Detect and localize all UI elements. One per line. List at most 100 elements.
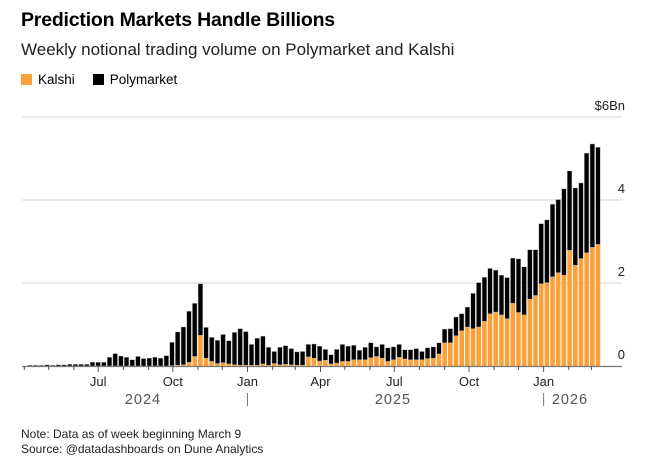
- bar-kalshi: [504, 318, 510, 366]
- y-tick-label: 4: [618, 181, 625, 196]
- bar-polymarket: [169, 342, 175, 366]
- bar-polymarket: [584, 152, 590, 253]
- bar-polymarket: [550, 203, 556, 277]
- bar-polymarket: [55, 364, 61, 367]
- bar-polymarket: [61, 364, 67, 367]
- bar-kalshi: [306, 356, 311, 366]
- bar-kalshi: [516, 312, 521, 366]
- bar-kalshi: [567, 250, 572, 366]
- bar-kalshi: [521, 314, 527, 366]
- bar-polymarket: [419, 351, 425, 360]
- bar-kalshi: [550, 276, 555, 366]
- bar-polymarket: [362, 347, 368, 360]
- bar-kalshi: [357, 359, 362, 366]
- bar-polymarket: [572, 187, 578, 266]
- bar-kalshi: [402, 358, 408, 366]
- bar-polymarket: [442, 328, 448, 343]
- y-tick-label: 0: [618, 347, 625, 362]
- bar-polymarket: [413, 348, 419, 360]
- bar-kalshi: [266, 365, 271, 366]
- y-tick-label: $6Bn: [595, 98, 625, 113]
- bar-kalshi: [408, 359, 413, 366]
- bar-polymarket: [328, 354, 334, 365]
- bar-polymarket: [152, 357, 158, 367]
- bar-kalshi: [465, 326, 470, 366]
- footnotes: Note: Data as of week beginning March 9 …: [21, 427, 263, 457]
- bar-polymarket: [561, 188, 567, 276]
- bar-polymarket: [317, 345, 323, 362]
- bar-kalshi: [362, 359, 368, 366]
- bar-kalshi: [209, 361, 215, 366]
- bar-polymarket: [101, 362, 107, 367]
- bar-polymarket: [567, 170, 573, 251]
- legend-swatch-polymarket: [92, 74, 104, 85]
- bar-polymarket: [589, 143, 595, 248]
- year-label: 2025: [375, 392, 411, 408]
- bar-kalshi: [538, 283, 544, 366]
- bar-polymarket: [470, 293, 476, 329]
- bar-kalshi: [584, 252, 589, 366]
- bar-kalshi: [271, 363, 277, 366]
- bar-polymarket: [118, 355, 124, 367]
- x-tick-label: Apr: [310, 374, 331, 389]
- bar-kalshi: [413, 359, 419, 366]
- bar-polymarket: [521, 266, 527, 316]
- bar-polymarket: [277, 347, 283, 365]
- bar-polymarket: [78, 364, 84, 367]
- bar-kalshi: [595, 244, 601, 366]
- x-tick-label: Oct: [459, 374, 480, 389]
- bar-polymarket: [112, 353, 118, 367]
- bar-kalshi: [533, 295, 538, 366]
- bar-polymarket: [373, 346, 379, 357]
- bar-polymarket: [260, 335, 266, 365]
- bar-kalshi: [215, 363, 220, 366]
- bar-kalshi: [226, 363, 232, 366]
- bar-kalshi: [493, 312, 499, 366]
- bar-polymarket: [447, 328, 453, 343]
- bar-kalshi: [220, 362, 226, 366]
- bar-polymarket: [356, 350, 362, 360]
- bar-kalshi: [300, 365, 305, 366]
- bar-polymarket: [345, 345, 351, 362]
- bar-polymarket: [504, 277, 510, 319]
- bar-kalshi: [419, 359, 425, 366]
- bar-kalshi: [232, 364, 237, 366]
- bar-polymarket: [538, 223, 544, 285]
- bar-polymarket: [50, 364, 56, 367]
- bar-polymarket: [226, 340, 232, 365]
- bar-polymarket: [425, 347, 431, 359]
- bar-polymarket: [305, 344, 311, 358]
- bar-polymarket: [464, 306, 470, 328]
- bar-polymarket: [254, 337, 260, 366]
- bar-polymarket: [351, 345, 357, 360]
- bar-polymarket: [158, 357, 164, 367]
- bar-kalshi: [237, 365, 243, 366]
- x-tick-label: Jul: [386, 374, 403, 389]
- bar-kalshi: [499, 314, 504, 366]
- bar-polymarket: [368, 342, 374, 358]
- bar-kalshi: [334, 363, 340, 366]
- bar-polymarket: [220, 334, 226, 363]
- chart-subtitle: Weekly notional trading volume on Polyma…: [21, 40, 455, 59]
- bar-kalshi: [186, 362, 192, 366]
- bar-polymarket: [510, 257, 516, 304]
- bar-kalshi: [476, 326, 482, 366]
- bar-polymarket: [402, 349, 408, 360]
- bar-polymarket: [135, 356, 141, 367]
- year-label: 2024: [125, 392, 161, 408]
- bar-kalshi: [328, 363, 334, 366]
- bar-polymarket: [107, 357, 113, 367]
- legend-label: Kalshi: [38, 72, 75, 87]
- bar-polymarket: [141, 358, 147, 367]
- bar-polymarket: [192, 303, 198, 357]
- bar-polymarket: [498, 274, 504, 316]
- bar-polymarket: [271, 351, 277, 364]
- bar-polymarket: [533, 249, 539, 296]
- bar-polymarket: [44, 364, 50, 367]
- x-tick-label: Oct: [163, 374, 184, 389]
- bar-kalshi: [510, 303, 516, 366]
- bar-kalshi: [430, 358, 436, 366]
- bar-polymarket: [385, 347, 391, 362]
- bar-kalshi: [351, 359, 357, 366]
- bar-kalshi: [192, 356, 198, 366]
